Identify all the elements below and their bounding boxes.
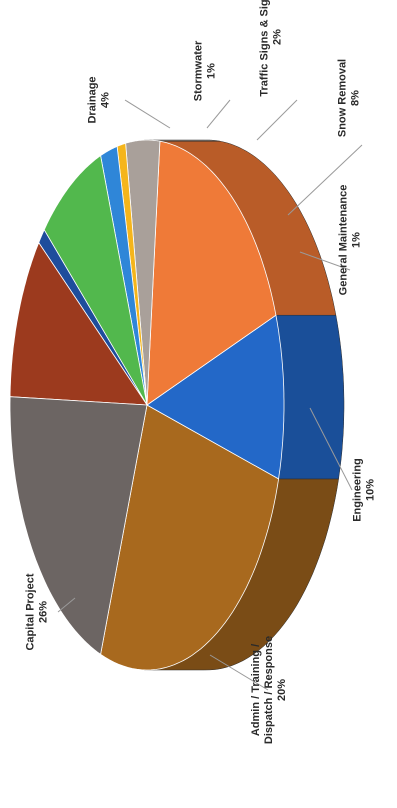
- label-line-capital-project-1: 26%: [38, 601, 50, 623]
- label-line-snow-removal-0: Snow Removal: [337, 59, 349, 137]
- label-traffic-signs-signals: Traffic Signs & Signals2%: [259, 0, 284, 97]
- label-stormwater: Stormwater1%: [193, 40, 218, 101]
- slice-snow-removal: [43, 155, 148, 406]
- label-line-general-maintenance-1: 1%: [351, 232, 363, 248]
- label-line-engineering-0: Engineering: [352, 458, 364, 522]
- leader-engineering: [309, 407, 353, 491]
- slice-drainage: [125, 139, 161, 406]
- label-line-engineering-1: 10%: [365, 479, 377, 501]
- slice-asphalt: [146, 314, 285, 480]
- leader-general-maintenance: [299, 251, 351, 271]
- label-line-stormwater-1: 1%: [206, 63, 218, 79]
- label-admin-training-dispatch-response: Admin / Training /Dispatch / Response20%: [250, 636, 288, 744]
- slice-general-maintenance: [38, 228, 148, 406]
- label-line-general-maintenance-0: General Maintenance: [338, 185, 350, 296]
- leader-stormwater: [206, 99, 231, 129]
- label-snow-removal: Snow Removal8%: [337, 59, 362, 137]
- label-line-capital-project-0: Capital Project: [25, 573, 37, 650]
- label-line-drainage-0: Drainage: [87, 76, 99, 123]
- leader-lines: [57, 99, 363, 691]
- slice-gravel: [146, 140, 277, 406]
- label-line-drainage-1: 4%: [100, 92, 112, 108]
- label-engineering: Engineering10%: [352, 458, 377, 522]
- label-capital-project: Capital Project26%: [25, 573, 50, 650]
- label-drainage: Drainage4%: [87, 76, 112, 123]
- pie-slices: [9, 139, 285, 671]
- label-line-traffic-signs-signals-1: 2%: [272, 29, 284, 45]
- slice-engineering: [9, 241, 148, 406]
- leader-traffic-signs-signals: [256, 99, 298, 141]
- label-line-traffic-signs-signals-0: Traffic Signs & Signals: [259, 0, 271, 97]
- label-line-snow-removal-1: 8%: [350, 90, 362, 106]
- slice-admin-training-dispatch-response: [9, 396, 148, 655]
- leader-drainage: [124, 99, 171, 129]
- label-line-admin-training-dispatch-response-2: 20%: [276, 679, 288, 701]
- label-line-admin-training-dispatch-response-0: Admin / Training /: [250, 644, 262, 736]
- slice-labels: Capital Project26%Asphalt10%Gravel18%Dra…: [25, 0, 377, 744]
- leader-admin-training-dispatch-response: [209, 654, 269, 691]
- label-general-maintenance: General Maintenance1%: [338, 185, 363, 296]
- slice-capital-project: [100, 404, 280, 671]
- leader-snow-removal: [287, 144, 363, 216]
- label-line-admin-training-dispatch-response-1: Dispatch / Response: [263, 636, 275, 744]
- label-line-stormwater-0: Stormwater: [193, 40, 205, 101]
- slice-traffic-signs-signals: [100, 145, 148, 406]
- leader-capital-project: [57, 597, 76, 613]
